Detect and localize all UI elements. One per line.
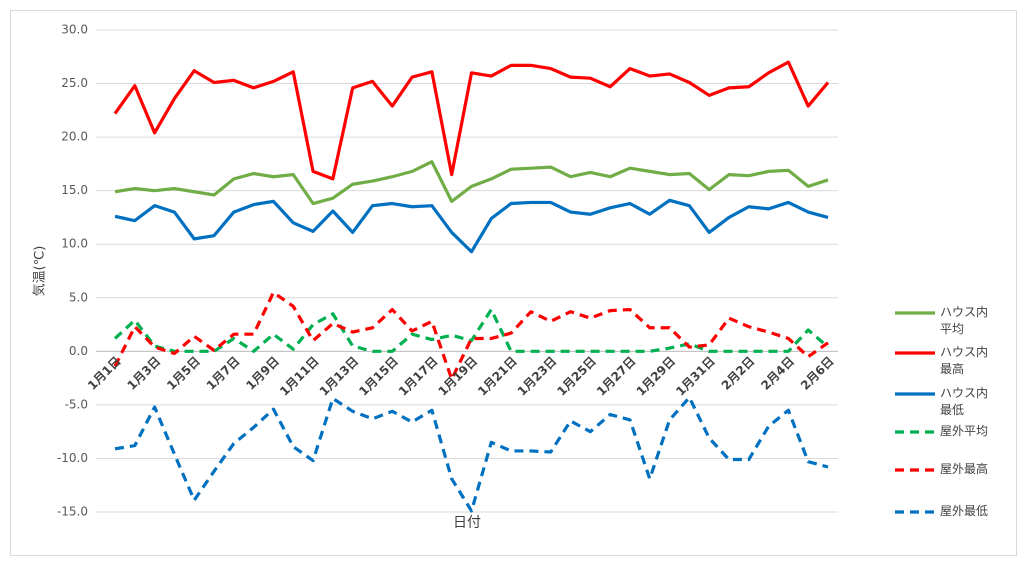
legend-label: 屋外最高 xyxy=(940,462,989,476)
y-tick-label: 15.0 xyxy=(61,183,88,197)
line-series xyxy=(114,198,829,254)
legend-label: ハウス内平均 xyxy=(940,305,989,336)
legend-label: 屋外最低 xyxy=(940,504,989,518)
line-series xyxy=(114,395,829,513)
y-tick-label: 25.0 xyxy=(61,76,88,90)
legend-label: ハウス内最高 xyxy=(940,345,989,376)
line-series xyxy=(113,307,830,353)
y-tick-label: -15.0 xyxy=(57,505,88,519)
y-axis-title: 気温(℃) xyxy=(32,246,48,297)
line-series xyxy=(114,160,829,206)
y-tick-label: 10.0 xyxy=(61,237,88,251)
chart-border xyxy=(10,10,1017,556)
legend-label: 屋外平均 xyxy=(940,424,989,438)
line-series xyxy=(113,290,829,381)
line-series xyxy=(113,60,830,181)
legend-label: ハウス内最低 xyxy=(940,386,989,417)
y-tick-label: -5.0 xyxy=(65,397,88,411)
y-tick-label: 30.0 xyxy=(61,23,88,37)
y-tick-label: 5.0 xyxy=(69,290,88,304)
y-tick-label: 0.0 xyxy=(69,344,88,358)
x-axis-title: 日付 xyxy=(453,515,481,531)
y-tick-label: 20.0 xyxy=(61,130,88,144)
y-tick-label: -10.0 xyxy=(57,451,88,465)
